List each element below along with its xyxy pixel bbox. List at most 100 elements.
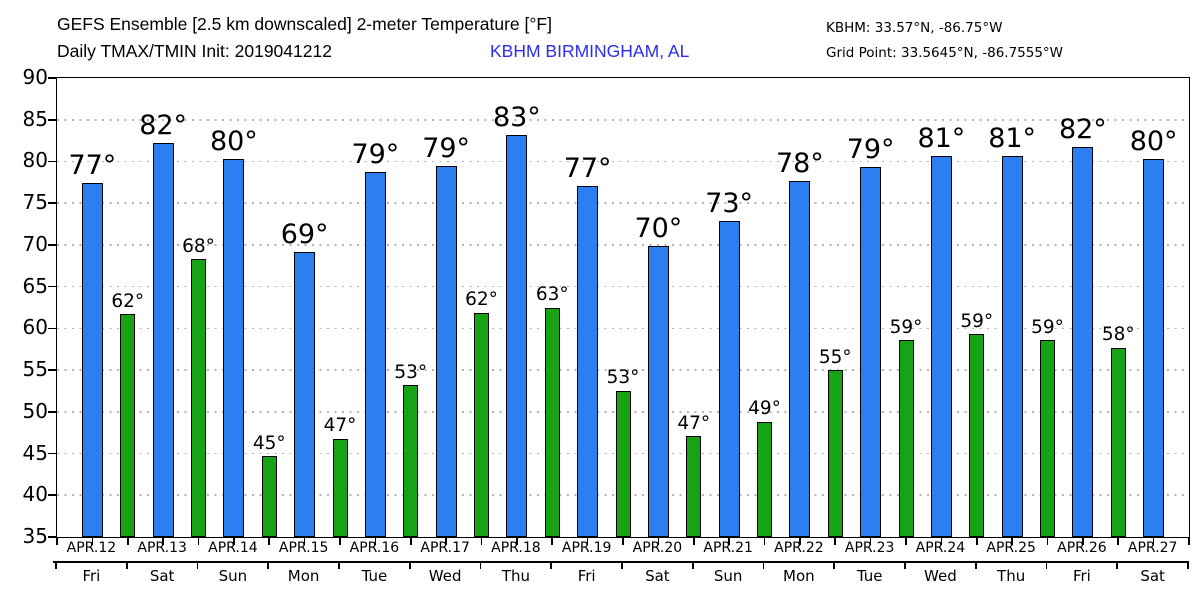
tmin-bar — [969, 334, 985, 537]
date-label: APR.21 — [703, 540, 753, 556]
grid-point-coordinates: Grid Point: 33.5645°N, -86.7555°W — [826, 45, 1064, 61]
tmin-bar — [120, 314, 136, 537]
tmax-bar — [577, 185, 599, 537]
tmax-bar — [1143, 158, 1165, 537]
y-axis-label: 80 — [22, 148, 48, 173]
tmin-bar-label: 49° — [748, 398, 781, 420]
tmax-bar — [435, 166, 457, 537]
y-axis-label: 65 — [22, 273, 48, 298]
x-axis-tick — [1011, 538, 1013, 545]
weekday-axis-tick — [974, 562, 977, 570]
x-axis-tick — [799, 538, 801, 545]
y-axis-tick — [47, 244, 56, 246]
x-axis-tick — [940, 538, 943, 545]
y-axis-label: 55 — [22, 357, 48, 382]
x-axis-tick — [126, 538, 129, 545]
y-axis-label: 40 — [22, 482, 48, 507]
tmin-bar-label: 47° — [677, 412, 711, 434]
y-gridline — [57, 118, 1189, 121]
x-axis-tick — [480, 538, 483, 545]
tmin-bar — [332, 438, 348, 537]
tmax-bar — [647, 245, 669, 537]
y-gridline — [57, 244, 1189, 246]
tmax-bar-label: 77° — [68, 150, 117, 182]
date-label: APR.16 — [349, 540, 400, 556]
y-axis-label: 75 — [22, 190, 48, 215]
x-axis-tick — [516, 538, 518, 545]
x-axis-tick — [763, 538, 766, 545]
x-axis-tick — [728, 538, 730, 545]
weekday-axis-tick — [338, 562, 340, 570]
tmax-bar-label: 80° — [1129, 125, 1178, 157]
tmin-bar — [403, 385, 419, 537]
tmax-bar — [789, 180, 811, 537]
weekday-axis-tick — [196, 562, 199, 570]
tmax-bar-label: 79° — [846, 134, 895, 166]
y-axis-tick — [47, 77, 56, 79]
chart-header: GEFS Ensemble [2.5 km downscaled] 2-mete… — [57, 11, 689, 65]
tmin-bar — [261, 456, 277, 537]
station-info: KBHM: 33.57°N, -86.75°W Grid Point: 33.5… — [826, 16, 1063, 66]
weekday-axis-tick — [1116, 562, 1119, 570]
x-axis-tick — [975, 538, 978, 545]
tmax-bar-label: 79° — [422, 133, 471, 165]
x-axis-tick — [551, 538, 554, 545]
tmax-bar-label: 70° — [634, 212, 683, 244]
chart-subtitle-row: Daily TMAX/TMIN Init: 2019041212 KBHM BI… — [57, 38, 689, 65]
x-axis-tick — [1117, 538, 1120, 545]
x-axis-tick — [303, 538, 306, 545]
tmin-bar-label: 59° — [960, 310, 994, 332]
y-gridline — [57, 369, 1189, 371]
weekday-label: Wed — [428, 567, 462, 585]
y-axis-tick — [47, 118, 56, 121]
date-label: APR.14 — [208, 540, 258, 556]
tmax-bar-label: 77° — [563, 152, 612, 184]
tmin-bar — [686, 436, 702, 537]
y-axis-tick — [47, 285, 56, 288]
y-axis-tick — [47, 536, 56, 538]
x-axis-tick — [869, 538, 872, 545]
tmax-bar-label: 81° — [917, 122, 966, 154]
weekday-axis-tick — [408, 562, 411, 570]
weekday-axis-tick — [621, 562, 623, 570]
x-axis-tick — [834, 538, 837, 545]
tmin-bar-label: 59° — [889, 316, 923, 338]
x-axis-tick — [162, 538, 164, 545]
date-label: APR.12 — [66, 540, 117, 556]
weekday-label: Mon — [287, 567, 320, 585]
tmin-bar-label: 62° — [111, 290, 145, 312]
weekday-label: Mon — [783, 567, 815, 585]
weekday-label: Sat — [149, 567, 175, 585]
tmin-bar-label: 59° — [1031, 316, 1064, 338]
x-axis-tick — [1082, 538, 1084, 545]
weekday-axis-tick — [125, 562, 128, 570]
y-axis-tick — [47, 494, 56, 497]
y-axis-label: 35 — [22, 524, 48, 548]
chart-title: GEFS Ensemble [2.5 km downscaled] 2-mete… — [57, 14, 552, 34]
plot-area: 77° 62° 82° 68° 80° 45° 69° 47° 79° 53° 79° 62° 83° 6… — [47, 77, 1190, 545]
tmin-bar-label: 47° — [323, 415, 357, 437]
weekday-label: Sun — [713, 567, 743, 585]
weekday-label: Sat — [1140, 567, 1165, 585]
weekday-label: Tue — [856, 567, 883, 585]
tmax-bar — [506, 134, 528, 537]
x-axis-tick — [56, 538, 58, 545]
x-axis-tick — [1188, 538, 1190, 545]
tmin-bar — [615, 390, 631, 537]
tmax-bar-label: 80° — [209, 125, 258, 157]
tmin-bar-label: 68° — [182, 235, 215, 257]
weekday-label: Fri — [82, 567, 101, 585]
x-axis-tick — [409, 538, 412, 545]
weekday-label: Tue — [361, 567, 388, 585]
chart-subtitle: Daily TMAX/TMIN Init: 2019041212 — [57, 41, 332, 61]
y-axis-tick — [47, 411, 56, 413]
tmax-bar — [930, 155, 952, 537]
weekday-axis-tick — [691, 562, 694, 570]
weekday-label: Sun — [218, 567, 248, 585]
weekday-axis-tick — [55, 562, 57, 570]
y-axis-label: 45 — [22, 440, 48, 465]
x-axis-tick — [586, 538, 589, 545]
x-axis-tick — [91, 538, 94, 545]
x-axis-tick — [657, 538, 660, 545]
